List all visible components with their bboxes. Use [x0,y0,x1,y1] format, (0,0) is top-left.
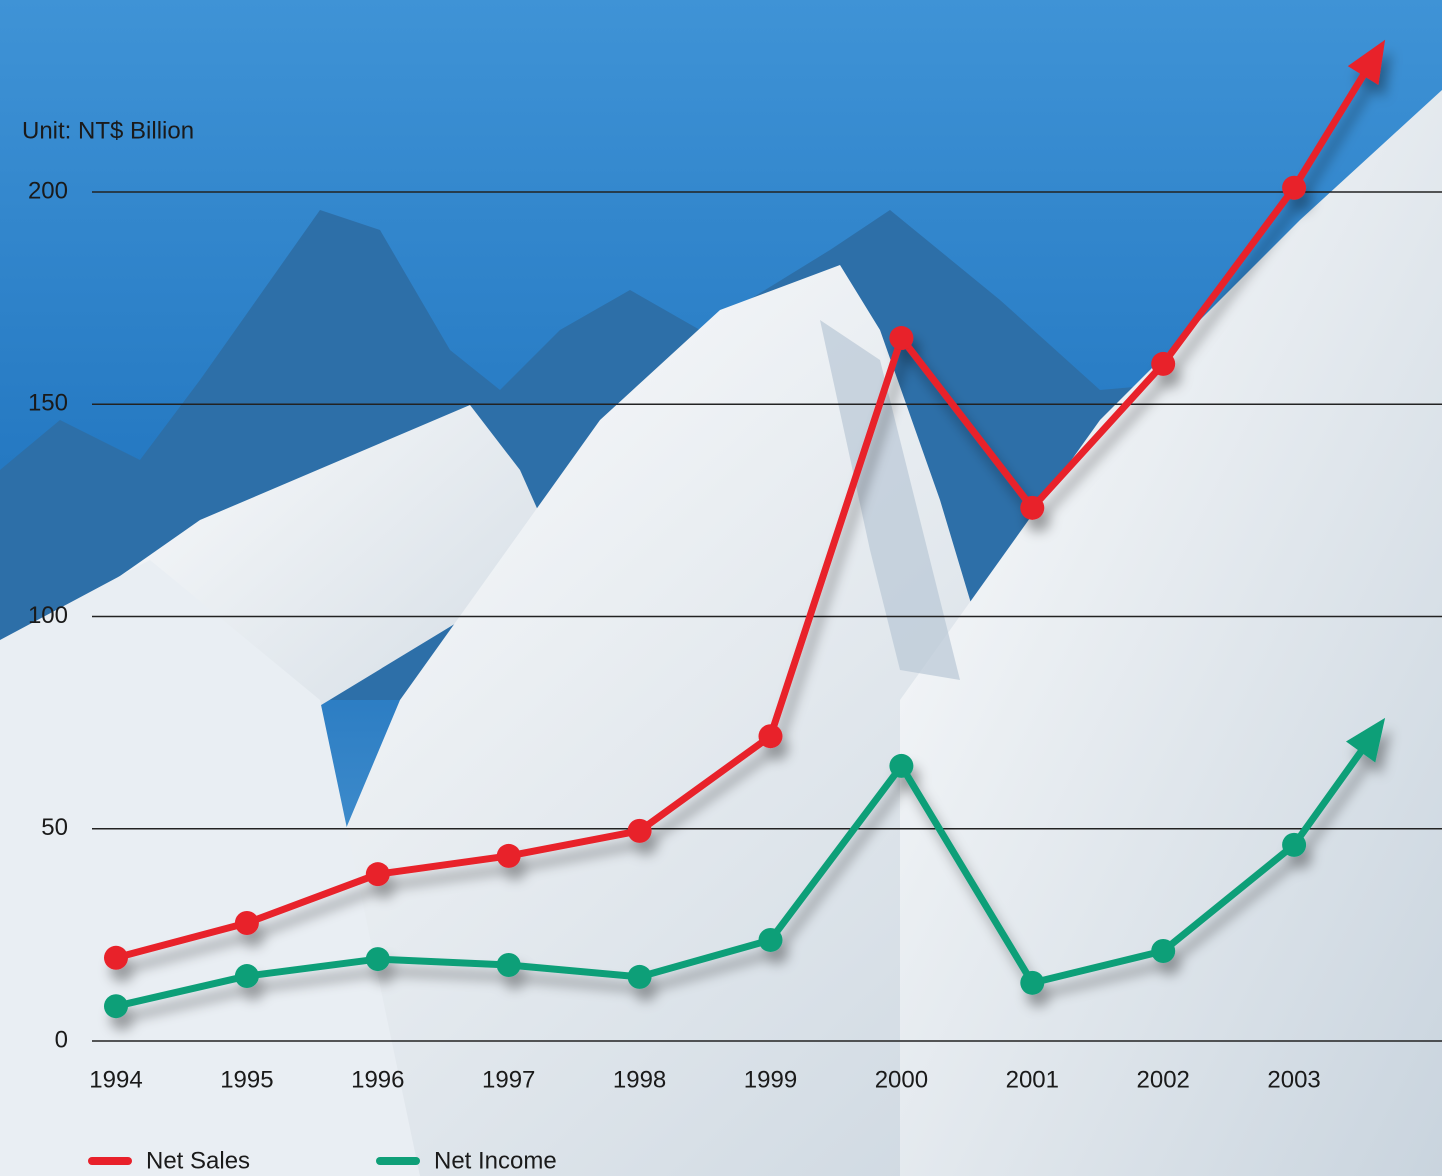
x-tick-label: 1999 [744,1066,797,1093]
data-point [235,964,259,988]
data-point [1282,176,1306,200]
unit-label: Unit: NT$ Billion [22,117,194,144]
data-point [1020,496,1044,520]
background [0,0,1442,1176]
data-point [1020,971,1044,995]
y-tick-label: 150 [28,390,68,417]
data-point [104,946,128,970]
y-tick-label: 0 [55,1026,68,1053]
legend-label: Net Income [434,1147,557,1174]
data-point [628,819,652,843]
data-point [366,862,390,886]
data-point [1151,352,1175,376]
data-point [759,928,783,952]
x-tick-label: 1998 [613,1066,666,1093]
x-tick-label: 2000 [875,1066,928,1093]
y-tick-label: 50 [41,814,68,841]
x-tick-label: 2003 [1267,1066,1320,1093]
data-point [1282,833,1306,857]
x-tick-label: 1995 [220,1066,273,1093]
data-point [235,911,259,935]
y-tick-label: 200 [28,177,68,204]
x-tick-label: 1994 [89,1066,142,1093]
data-point [889,754,913,778]
data-point [759,724,783,748]
data-point [889,326,913,350]
x-tick-label: 1997 [482,1066,535,1093]
data-point [497,953,521,977]
x-tick-label: 2002 [1137,1066,1190,1093]
data-point [104,994,128,1018]
data-point [497,844,521,868]
x-tick-label: 2001 [1006,1066,1059,1093]
data-point [366,947,390,971]
data-point [628,965,652,989]
data-point [1151,939,1175,963]
y-tick-label: 100 [28,602,68,629]
x-tick-label: 1996 [351,1066,404,1093]
legend-label: Net Sales [146,1147,250,1174]
chart: Unit: NT$ Billion Net Sales Net Income 0 5… [0,0,1442,1176]
